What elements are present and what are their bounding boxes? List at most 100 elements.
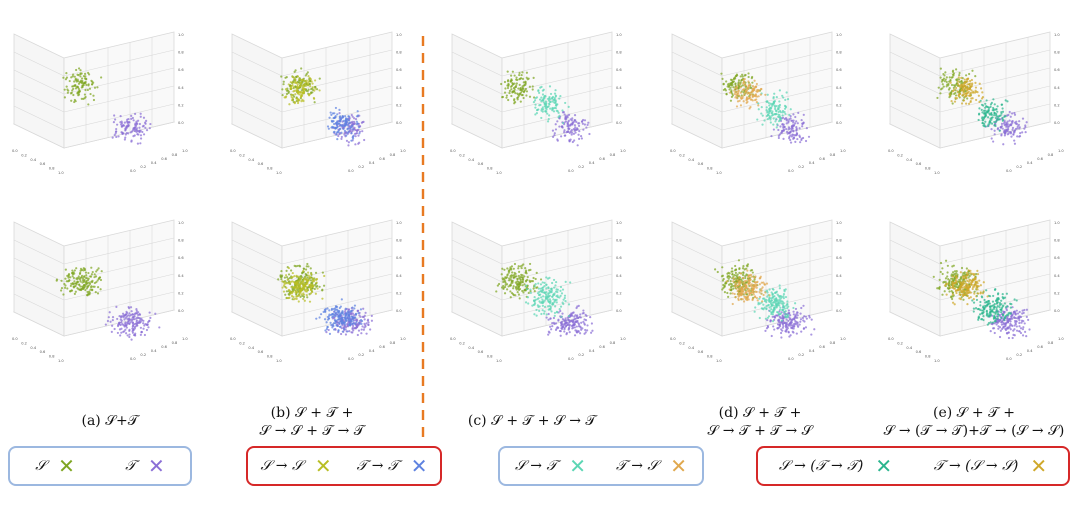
scatter-point-t (1013, 113, 1017, 116)
grid-line (889, 293, 941, 319)
scatter-point-t-to-s (751, 286, 754, 289)
scatter-point-t (113, 327, 116, 331)
scatter-point-s (509, 296, 512, 299)
scatter-point-s (285, 290, 288, 293)
scatter-point-s (73, 280, 76, 283)
scatter-point-t (120, 331, 123, 334)
scatter-point-t (579, 313, 582, 316)
scatter-point-s (93, 281, 96, 285)
scatter-point-s (944, 277, 948, 280)
scatter-point-s (74, 290, 77, 293)
scatter-point-s (526, 275, 529, 279)
scatter-point-s (524, 87, 528, 91)
scatter-point-t (810, 318, 813, 321)
scatter-point-t (361, 130, 364, 133)
scatter-point-t-ss (967, 284, 971, 287)
scatter-point-t-to-s (751, 89, 755, 92)
scatter-point-s-to-s (293, 77, 296, 80)
scatter-point-s-to-t (772, 100, 775, 103)
scatter-point-t (792, 123, 796, 127)
scatter-point-s-to-t (547, 105, 550, 108)
scatter-point-s (523, 275, 526, 278)
scatter-point-t (794, 307, 798, 311)
scatter-point-t (773, 328, 776, 331)
scatter-point-s-to-s (310, 80, 313, 83)
scatter-point-s (539, 278, 543, 281)
scatter-point-t (131, 116, 134, 120)
scatter-point-s-to-s (288, 103, 291, 106)
scatter-point-s (726, 85, 729, 88)
scatter-point-s (508, 91, 511, 95)
scatter-point-s-to-t (758, 316, 761, 320)
scatter-point-t-to-t (324, 310, 327, 314)
scatter-point-s (62, 76, 65, 79)
scatter-point-s-tt (984, 125, 987, 128)
scatter-point-t-ss (969, 296, 972, 299)
z-tick-label: 0.4 (178, 86, 184, 90)
scatter-point-s (68, 278, 71, 282)
scatter-point-s (732, 287, 735, 290)
scatter-point-t-to-s (734, 285, 737, 288)
scatter-point-t-to-s (755, 290, 758, 294)
z-tick-label: 0.8 (396, 239, 402, 243)
scatter-point-s-tt (999, 114, 1002, 117)
scatter-point-t (792, 313, 795, 316)
scatter-point-s (295, 293, 298, 296)
y-tick-label: 0.0 (788, 169, 794, 173)
scatter-point-t (136, 133, 139, 136)
scatter-point-t-to-s (757, 104, 760, 107)
scatter-point-t (1000, 323, 1004, 326)
scatter-point-t-ss (965, 277, 968, 280)
x-tick-label: 0.8 (925, 167, 931, 171)
scatter-point-s (727, 295, 730, 298)
scatter-point-s (724, 282, 727, 285)
scatter-point-t-to-t (332, 328, 336, 331)
scatter-point-s-to-t (535, 308, 538, 312)
grid-line (721, 49, 833, 77)
scatter-point-t (142, 124, 145, 128)
scatter-point-s (939, 270, 942, 274)
scatter-point-t-to-t (338, 122, 341, 125)
scatter-point-s-to-t (564, 101, 567, 105)
scatter-point-s (722, 83, 725, 86)
scatter-point-s (63, 88, 66, 91)
scatter-point-s (99, 288, 102, 291)
scatter-point-t-to-s (753, 296, 757, 299)
scatter-point-s-tt (993, 305, 996, 309)
scatter-point-t (787, 330, 790, 333)
scatter-point-s (515, 82, 518, 85)
scatter-point-s-tt (990, 122, 994, 125)
x-tick-label: 0.2 (679, 341, 685, 345)
scatter-point-t-ss (968, 94, 971, 97)
scatter-point-t (1003, 134, 1006, 137)
scatter-point-s-to-t (548, 103, 551, 106)
scatter-point-t-ss (965, 102, 968, 105)
scatter-point-s-tt (1002, 297, 1005, 300)
scatter-point-s (968, 72, 971, 76)
x-tick-label: 0.0 (670, 337, 676, 341)
scatter-point-t-ss (969, 91, 973, 95)
scatter-point-s (716, 270, 719, 274)
scatter-point-t-to-s (746, 92, 749, 95)
scatter-point-s-to-t (784, 295, 788, 299)
scatter-point-s-to-t (775, 112, 778, 115)
scatter-point-t (563, 131, 566, 134)
scatter-point-s (313, 283, 317, 287)
scatter-point-t (780, 336, 783, 339)
scatter-point-t-ss (955, 86, 958, 90)
scatter-point-s (89, 282, 92, 286)
scatter-point-t (120, 321, 123, 324)
scatter-point-t-ss (965, 89, 969, 92)
grid-line (13, 257, 65, 283)
scatter-point-t-ss (957, 80, 960, 83)
scatter-point-s (743, 268, 746, 271)
scatter-point-s (512, 276, 516, 279)
scatter-point-t (135, 127, 138, 130)
scatter-point-t-to-s (768, 294, 771, 297)
scatter-point-s (65, 71, 68, 75)
scatter-point-s (315, 88, 319, 91)
scatter-point-s-tt (988, 305, 992, 309)
scatter-point-s-tt (990, 310, 993, 313)
scatter-point-s-tt (1000, 311, 1003, 314)
scatter-point-s-tt (996, 304, 999, 308)
